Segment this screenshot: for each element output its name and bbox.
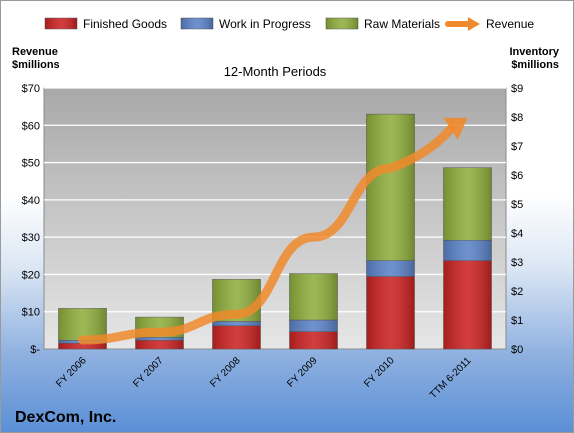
- category-label: FY 2006: [54, 355, 89, 390]
- bar-shading: [135, 337, 184, 341]
- right-axis-label: Inventory $millions: [509, 46, 559, 72]
- category-label: FY 2009: [285, 355, 320, 390]
- right-tick-label: $5: [511, 199, 523, 211]
- bar-shading: [443, 260, 492, 349]
- bar-shading: [58, 343, 107, 349]
- legend-label: Finished Goods: [83, 17, 167, 31]
- left-tick-label: $40: [22, 195, 40, 207]
- category-label: FY 2007: [131, 355, 166, 390]
- bar-shading: [366, 260, 415, 277]
- category-label: FY 2008: [208, 355, 243, 390]
- left-tick-label: $-: [30, 344, 40, 356]
- left-axis-label: Revenue $millions: [12, 46, 60, 72]
- right-tick-label: $3: [511, 257, 523, 269]
- left-tick-label: $60: [22, 120, 40, 132]
- category-label: TTM 6-2011: [428, 355, 474, 401]
- legend-arrowhead: [468, 17, 480, 31]
- right-axis-label-line1: Inventory: [509, 46, 559, 58]
- bar-shading: [366, 114, 415, 261]
- left-tick-label: $50: [22, 158, 40, 170]
- legend-swatch-shade: [326, 18, 358, 29]
- right-tick-label: $2: [511, 286, 523, 298]
- right-tick-label: $9: [511, 83, 523, 95]
- left-axis-label-line2: $millions: [12, 59, 60, 71]
- right-tick-label: $8: [511, 112, 523, 124]
- revenue-arrowhead: [443, 117, 468, 140]
- legend-swatch-shade: [181, 18, 213, 29]
- bar-shading: [212, 325, 261, 349]
- legend-swatch-shade: [45, 18, 77, 29]
- right-tick-label: $4: [511, 228, 523, 240]
- right-tick-label: $6: [511, 170, 523, 182]
- category-label: FY 2010: [362, 355, 397, 390]
- bar-shading: [289, 273, 338, 320]
- right-tick-label: $7: [511, 141, 523, 153]
- legend-label: Work in Progress: [219, 17, 311, 31]
- legend-label: Revenue: [486, 17, 534, 31]
- right-tick-label: $0: [511, 344, 523, 356]
- right-tick-label: $1: [511, 315, 523, 327]
- chart-title: 12-Month Periods: [224, 64, 327, 79]
- bar-shading: [443, 240, 492, 261]
- plot-area: [43, 87, 507, 350]
- right-axis-label-line2: $millions: [511, 59, 559, 71]
- bar-shading: [366, 276, 415, 349]
- bar-shading: [443, 167, 492, 241]
- bar-shading: [212, 321, 261, 326]
- company-name: DexCom, Inc.: [15, 409, 117, 426]
- bar-shading: [135, 340, 184, 349]
- bar-shading: [289, 320, 338, 332]
- left-tick-label: $70: [22, 83, 40, 95]
- left-axis-label-line1: Revenue: [12, 46, 58, 58]
- left-tick-label: $20: [22, 269, 40, 281]
- bar-shading: [289, 331, 338, 349]
- left-tick-label: $10: [22, 307, 40, 319]
- revenue-line: [78, 124, 456, 345]
- legend-label: Raw Materials: [364, 17, 440, 31]
- left-tick-label: $30: [22, 232, 40, 244]
